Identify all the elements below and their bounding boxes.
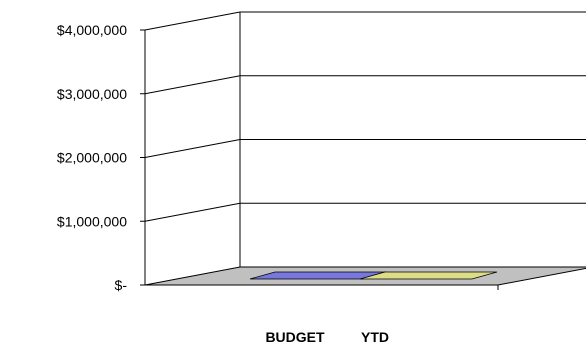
category-label-budget: BUDGET: [265, 329, 325, 345]
y-tick-label: $-: [115, 277, 128, 293]
y-tick-label: $3,000,000: [57, 86, 127, 102]
y-tick-label: $4,000,000: [57, 22, 127, 38]
category-label-ytd: YTD: [361, 329, 389, 345]
bar-ytd: [359, 271, 498, 280]
y-tick-label: $1,000,000: [57, 213, 127, 229]
gridline-side: [144, 75, 241, 95]
y-tick-label: $2,000,000: [57, 150, 127, 166]
gridline-side: [144, 139, 241, 158]
gridline-side: [144, 202, 241, 222]
gridline-side: [144, 11, 241, 31]
